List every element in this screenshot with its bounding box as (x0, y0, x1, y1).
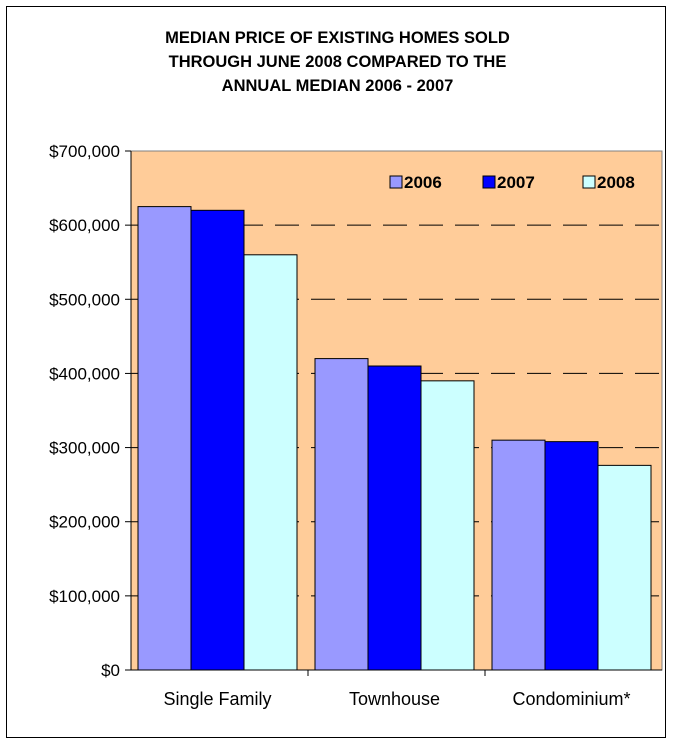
category-label: Single Family (163, 689, 271, 709)
legend-swatch-2008 (583, 176, 595, 188)
y-tick-label: $400,000 (49, 364, 120, 383)
legend-label-2006: 2006 (404, 173, 442, 192)
y-tick-label: $300,000 (49, 439, 120, 458)
bar-2007-0 (191, 210, 244, 670)
category-label: Townhouse (349, 689, 440, 709)
bar-2008-0 (244, 255, 297, 670)
bar-2007-1 (368, 366, 421, 670)
y-tick-label: $100,000 (49, 587, 120, 606)
bar-2006-1 (315, 359, 368, 670)
bar-2008-2 (598, 465, 651, 670)
y-tick-label: $0 (101, 661, 120, 680)
y-tick-label: $500,000 (49, 290, 120, 309)
bar-2006-2 (492, 440, 545, 670)
legend-label-2008: 2008 (597, 173, 635, 192)
bar-2007-2 (545, 442, 598, 670)
y-tick-label: $600,000 (49, 216, 120, 235)
bar-2006-0 (138, 207, 191, 670)
legend-swatch-2006 (390, 176, 402, 188)
legend-swatch-2007 (483, 176, 495, 188)
bar-2008-1 (421, 381, 474, 670)
y-tick-label: $200,000 (49, 513, 120, 532)
category-label: Condominium* (512, 689, 630, 709)
y-tick-label: $700,000 (49, 142, 120, 161)
legend-label-2007: 2007 (497, 173, 535, 192)
